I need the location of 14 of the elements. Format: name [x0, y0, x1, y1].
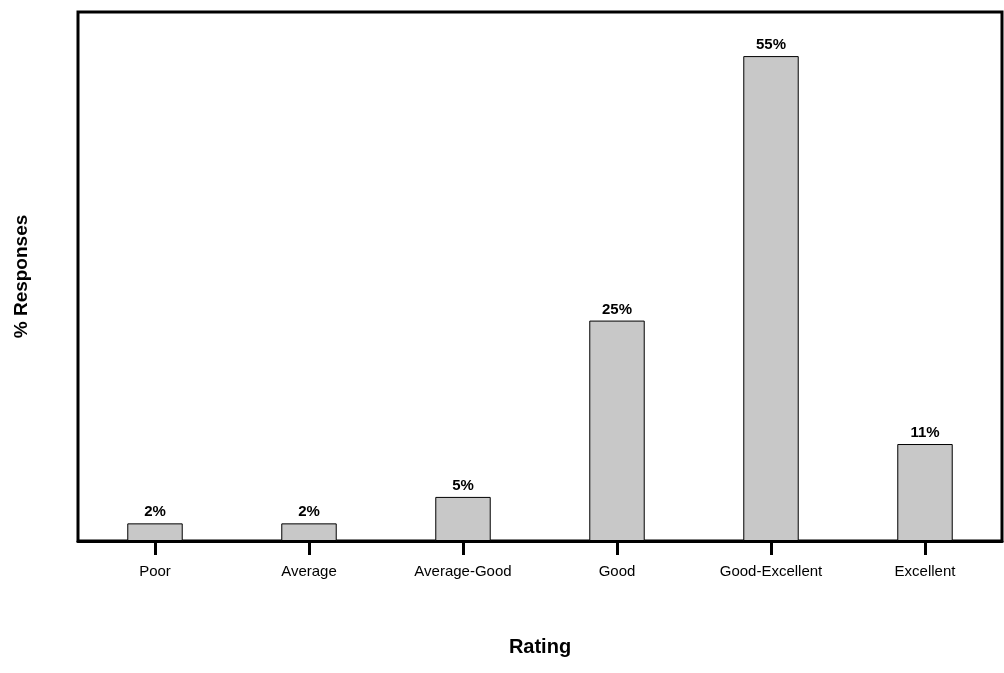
x-tick-label: Average-Good	[414, 562, 512, 579]
data-label: 2%	[144, 502, 166, 520]
data-label: 55%	[755, 35, 787, 53]
data-label: 2%	[298, 502, 320, 520]
x-tick-label: Good-Excellent	[719, 562, 824, 579]
data-label: 11%	[910, 423, 940, 441]
x-tick-label: Average	[281, 562, 337, 579]
x-axis-title: Rating	[508, 635, 572, 657]
x-tick-label: Good	[598, 562, 636, 579]
data-label: 25%	[601, 299, 633, 317]
x-tick-label: Poor	[139, 562, 171, 579]
x-tick-label: Excellent	[894, 562, 957, 579]
data-label: 5%	[452, 475, 474, 493]
y-axis-title: % Responses	[10, 214, 31, 339]
